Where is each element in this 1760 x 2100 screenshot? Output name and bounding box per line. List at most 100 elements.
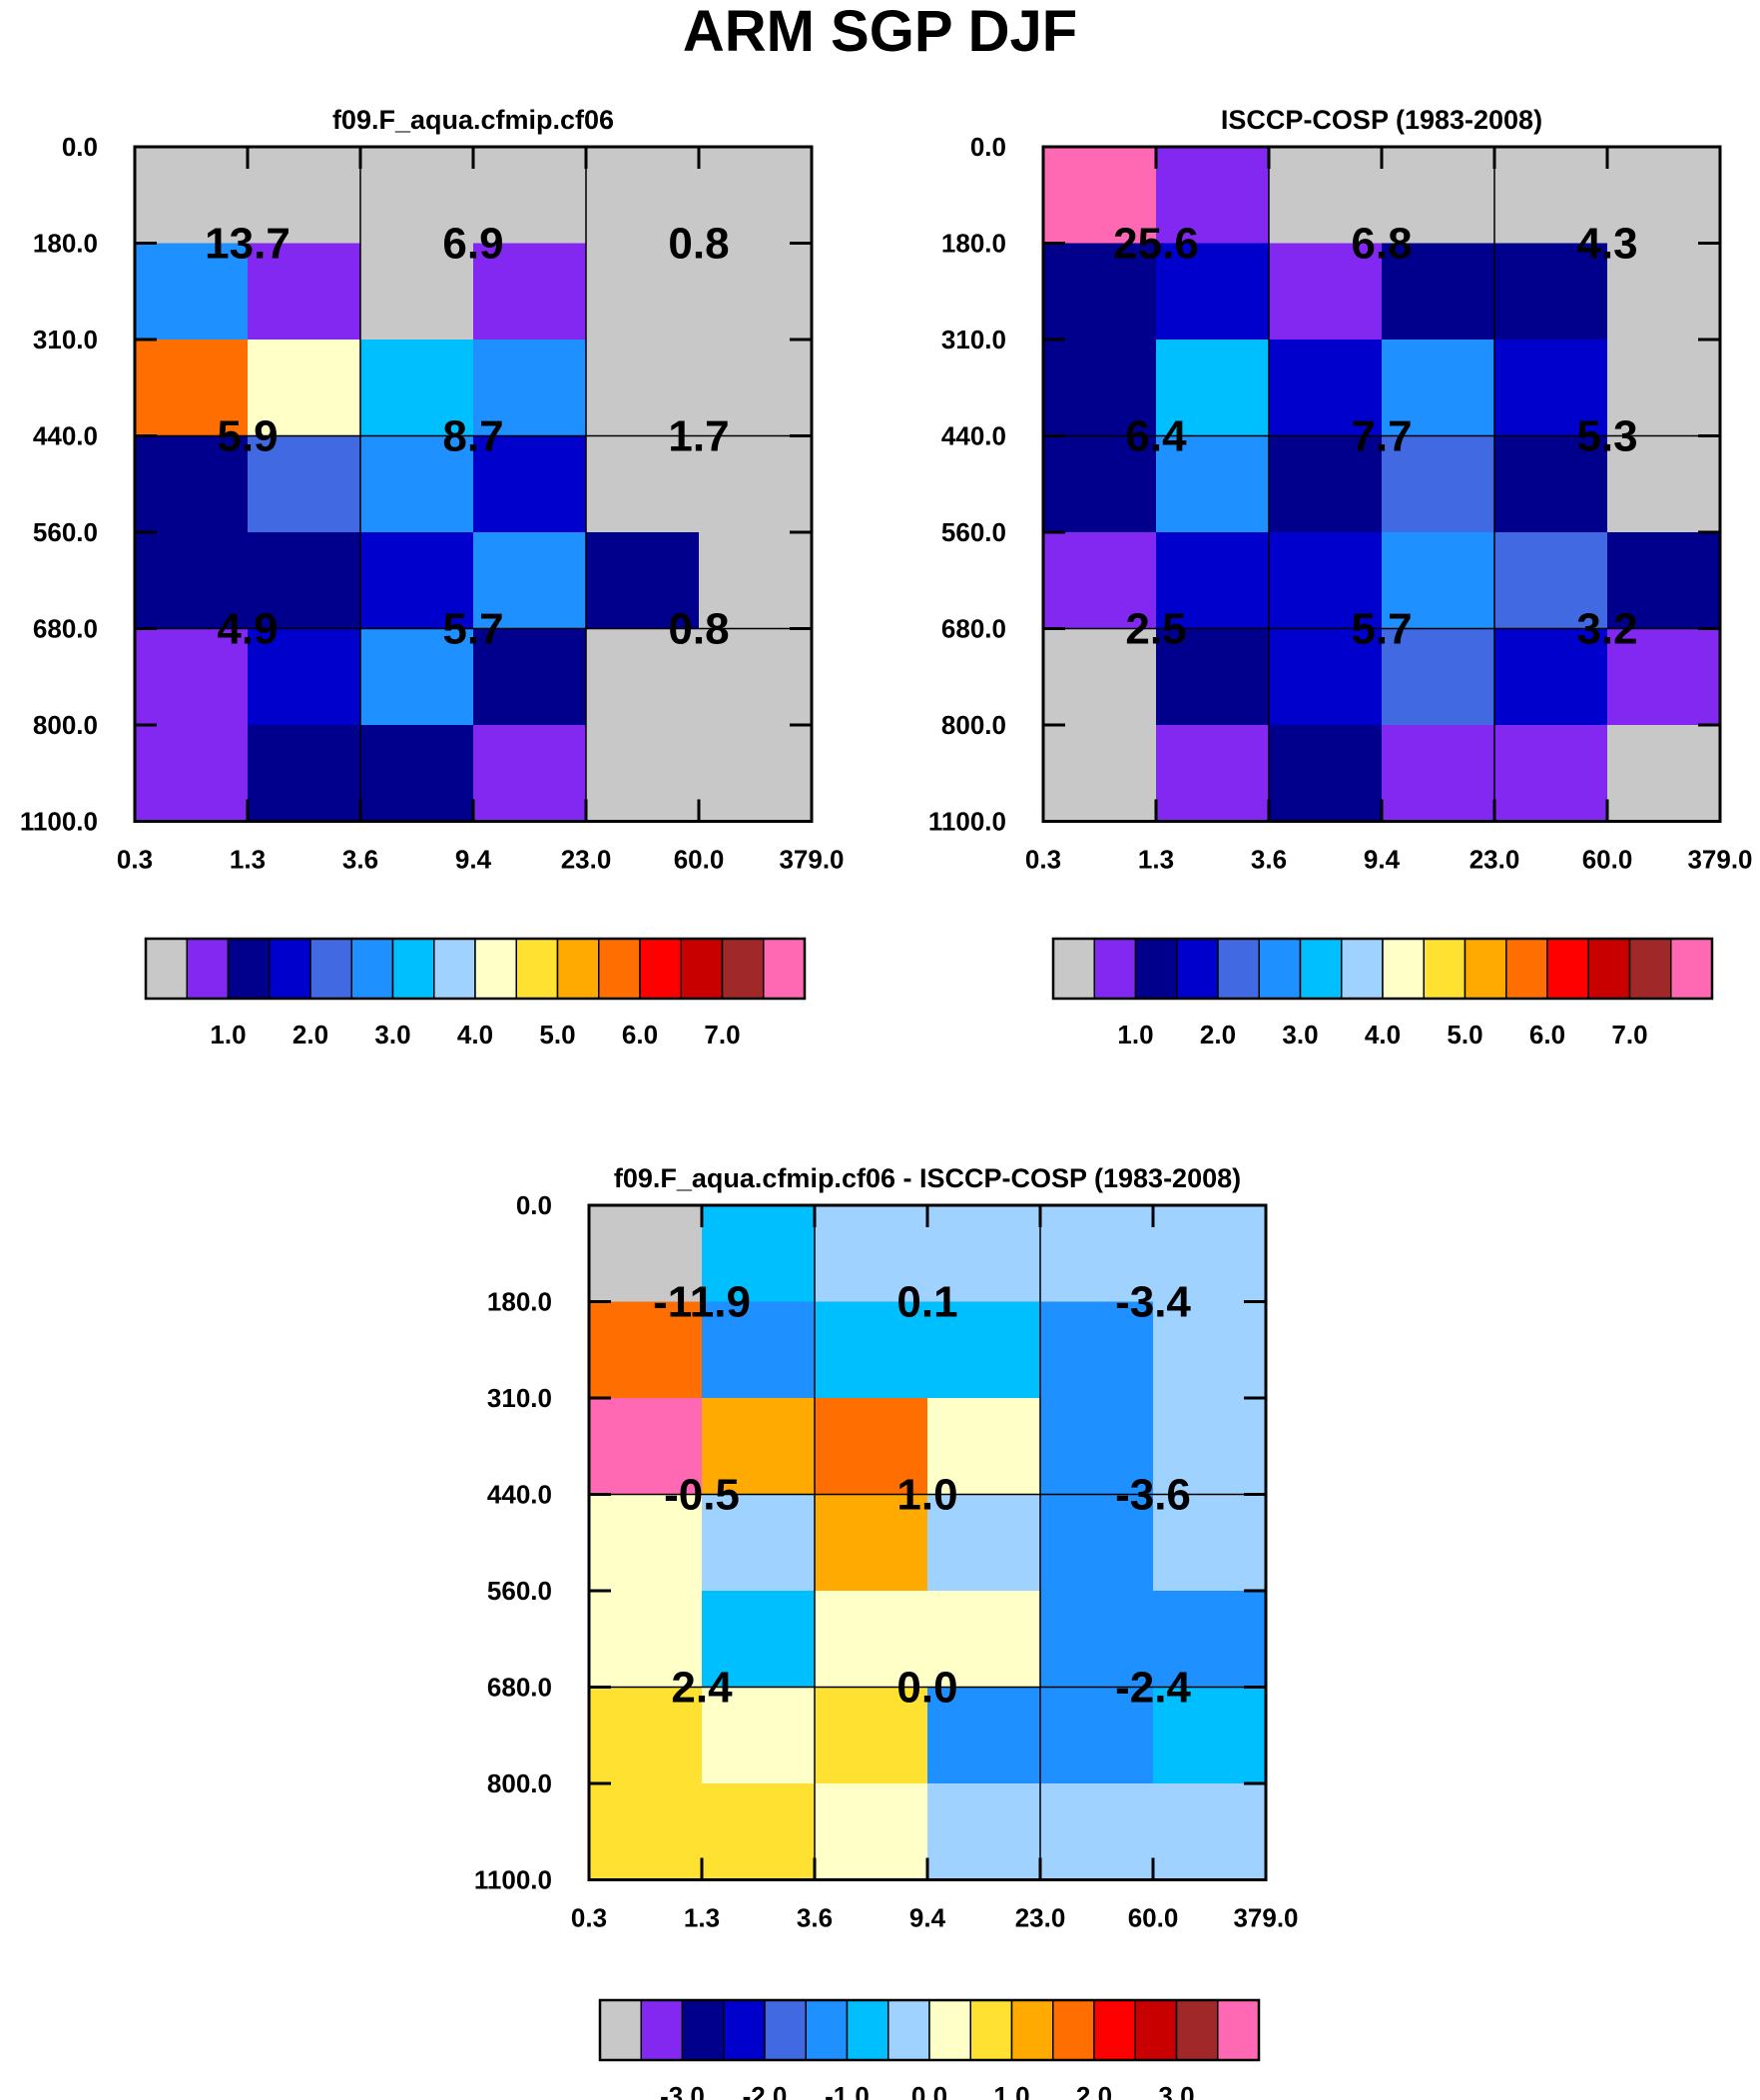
y-tick-label: 680.0 xyxy=(487,1673,552,1703)
heatmap-cell xyxy=(1607,725,1721,822)
heatmap-cell xyxy=(135,725,249,822)
heatmap-cell xyxy=(699,532,813,629)
colorbar-tick-label: 3.0 xyxy=(374,1020,410,1050)
colorbar-swatch xyxy=(639,938,682,1000)
y-tick-label: 310.0 xyxy=(487,1383,552,1413)
heatmap-cell xyxy=(699,435,813,533)
y-tick-label: 680.0 xyxy=(33,614,98,644)
heatmap-cell xyxy=(1269,147,1383,244)
colorbar-swatch xyxy=(227,938,271,1000)
heatmap-cell xyxy=(1040,1783,1154,1880)
heatmap-cell xyxy=(586,340,700,436)
heatmap-cell xyxy=(473,532,587,629)
x-tick-label: 60.0 xyxy=(1128,1903,1179,1933)
heatmap-cell xyxy=(1382,435,1495,533)
heatmap-cell xyxy=(360,340,474,436)
heatmap-cell xyxy=(1494,340,1608,436)
heatmap-cell xyxy=(248,628,361,726)
heatmap-cell xyxy=(1043,243,1157,341)
x-tick-label: 3.6 xyxy=(797,1903,833,1933)
heatmap-cell xyxy=(589,1205,703,1302)
colorbar-swatch xyxy=(1176,938,1219,1000)
heatmap-cell xyxy=(1043,532,1157,629)
box-value-label: -2.4 xyxy=(1115,1664,1191,1713)
y-tick-label: 560.0 xyxy=(487,1576,552,1606)
heatmap-cell xyxy=(702,1591,816,1688)
colorbar-swatch xyxy=(1628,938,1672,1000)
heatmap-cell xyxy=(1156,628,1270,726)
heatmap-cell xyxy=(1494,147,1608,244)
heatmap-cell xyxy=(135,147,249,244)
colorbar-swatch xyxy=(1175,1999,1219,2061)
heatmap-cell xyxy=(586,532,700,629)
panel-title: f09.F_aqua.cfmip.cf06 - ISCCP-COSP (1983… xyxy=(614,1163,1241,1193)
heatmap-cell xyxy=(1156,435,1270,533)
box-value-label: -0.5 xyxy=(664,1471,740,1520)
heatmap-cell xyxy=(1153,1205,1267,1302)
y-tick-label: 180.0 xyxy=(487,1287,552,1317)
heatmap-cell xyxy=(589,1301,703,1399)
colorbar-swatch xyxy=(1052,938,1095,1000)
heatmap-cell xyxy=(473,435,587,533)
heatmap-cell xyxy=(1494,532,1608,629)
heatmap-cell xyxy=(1156,725,1270,822)
box-value-label: 4.9 xyxy=(217,605,278,654)
y-tick-label: 310.0 xyxy=(941,325,1006,354)
x-tick-label: 23.0 xyxy=(1015,1903,1066,1933)
heatmap-cell xyxy=(135,340,249,436)
colorbar-swatch xyxy=(681,1999,725,2061)
heatmap-cell xyxy=(586,147,700,244)
panel-2: ISCCP-COSP (1983-2008) 0.0 180.0 310.0 440.0… xyxy=(928,105,1753,1050)
heatmap-cell xyxy=(699,147,813,244)
heatmap-cell xyxy=(1153,1494,1267,1592)
heatmap-cell xyxy=(702,1494,816,1592)
y-tick-label: 560.0 xyxy=(941,517,1006,547)
heatmap-cell xyxy=(1043,147,1157,244)
heatmap-cell xyxy=(1269,532,1383,629)
heatmap-cell xyxy=(815,1494,928,1592)
heatmap-cell xyxy=(699,340,813,436)
y-tick-label: 440.0 xyxy=(33,421,98,451)
colorbar-swatch xyxy=(764,1999,807,2061)
heatmap-cell xyxy=(360,147,474,244)
heatmap-cell xyxy=(1040,1687,1154,1784)
heatmap-cell xyxy=(135,532,249,629)
box-value-label: 0.1 xyxy=(896,1278,957,1327)
heatmap-cell xyxy=(248,340,361,436)
colorbar-tick-label: -2.0 xyxy=(743,2081,788,2100)
heatmap-cell xyxy=(135,628,249,726)
heatmap-cell xyxy=(927,1687,1041,1784)
heatmap-cell xyxy=(586,435,700,533)
colorbar-swatch xyxy=(846,1999,889,2061)
x-tick-label: 0.3 xyxy=(117,845,153,875)
heatmap-cell xyxy=(586,725,700,822)
box-value-label: 5.9 xyxy=(217,412,278,461)
heatmap-cell xyxy=(586,628,700,726)
heatmap-cell xyxy=(1382,340,1495,436)
heatmap-cell xyxy=(699,243,813,341)
colorbar-tick-label: 1.0 xyxy=(1117,1020,1153,1050)
colorbar-tick-label: 3.0 xyxy=(1282,1020,1318,1050)
colorbar-swatch xyxy=(1505,938,1548,1000)
x-tick-label: 379.0 xyxy=(779,845,844,875)
y-tick-label: 1100.0 xyxy=(474,1865,552,1895)
heatmap-cell xyxy=(1494,628,1608,726)
box-value-label: 5.7 xyxy=(442,605,503,654)
heatmap-cell xyxy=(589,1687,703,1784)
box-value-label: 7.7 xyxy=(1351,412,1412,461)
y-tick-label: 310.0 xyxy=(33,325,98,354)
panel-1: f09.F_aqua.cfmip.cf06 0.0 180.0 310.0 440.0 5… xyxy=(20,105,845,1050)
x-tick-label: 3.6 xyxy=(1251,845,1287,875)
heatmap-cell xyxy=(1494,243,1608,341)
colorbar-swatch xyxy=(721,938,765,1000)
heatmap-cell xyxy=(927,1494,1041,1592)
colorbar-swatch xyxy=(969,1999,1013,2061)
colorbar-swatch xyxy=(1052,1999,1095,2061)
heatmap-cell xyxy=(360,532,474,629)
heatmap-cell xyxy=(1043,628,1157,726)
colorbar-swatch xyxy=(1217,938,1260,1000)
heatmap-cell xyxy=(1494,725,1608,822)
box-value-label: 3.2 xyxy=(1576,605,1637,654)
heatmap-cell xyxy=(589,1494,703,1592)
